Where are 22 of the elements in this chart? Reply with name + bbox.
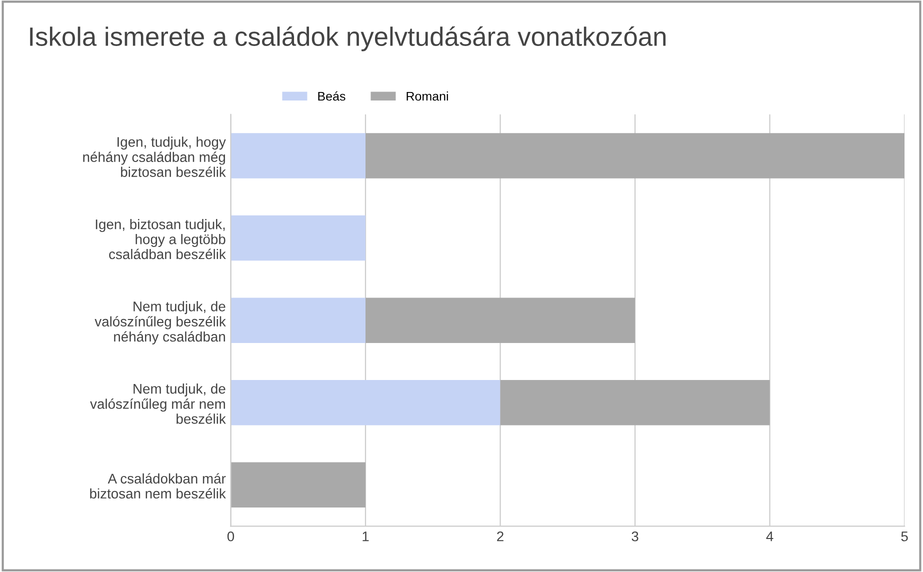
- y-tick-label: A családokban már biztosan nem beszélik: [90, 473, 226, 499]
- bar: [230, 215, 366, 261]
- x-tick-label: 0: [227, 531, 234, 542]
- x-tick-label: 2: [497, 531, 504, 542]
- bar: [366, 133, 905, 178]
- y-tick-label: Igen, biztosan tudjuk, hogy a legtöbb családban beszélik: [96, 219, 226, 260]
- bar: [230, 380, 500, 426]
- legend-label: Beás: [318, 91, 346, 101]
- x-tick-label: 1: [362, 532, 369, 542]
- y-tick-label: Igen, tudjuk, hogy néhány családban még biztosan beszélik: [83, 136, 226, 177]
- bar: [366, 298, 636, 343]
- y-tick-label: Nem tudjuk, de valószínűleg már nem beszélik: [90, 384, 226, 424]
- bar: [230, 133, 366, 178]
- bar: [230, 298, 366, 343]
- y-tick-label: Nem tudjuk, de valószínűleg beszélik néhány családban: [94, 301, 226, 344]
- x-tick-label: 5: [901, 532, 908, 542]
- chart-title: Iskola ismerete a családok nyelvtudására vonatkozóan: [30, 26, 666, 52]
- bar: [230, 462, 366, 508]
- legend-label: Romani: [406, 92, 448, 101]
- x-tick-label: 4: [766, 532, 774, 542]
- x-tick-label: 3: [632, 531, 638, 542]
- bar: [500, 380, 770, 426]
